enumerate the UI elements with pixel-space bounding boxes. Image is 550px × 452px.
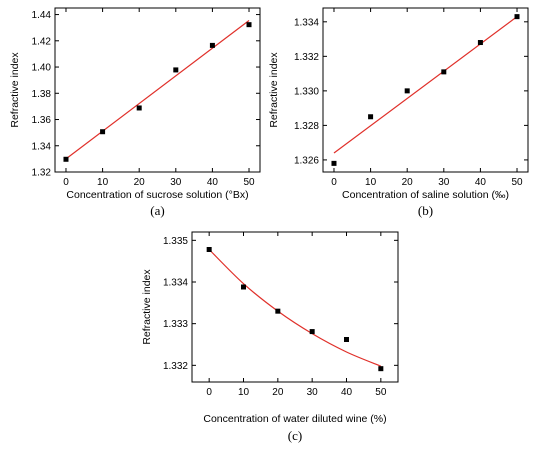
y-tick-label: 1.332 [294, 52, 319, 63]
data-point [344, 337, 349, 342]
y-tick-label: 1.36 [32, 115, 52, 126]
x-tick-label: 30 [170, 177, 182, 188]
y-tick-label: 1.335 [163, 236, 188, 247]
x-tick-label: 20 [134, 177, 146, 188]
panel-caption: (c) [288, 428, 302, 443]
y-tick-label: 1.328 [294, 121, 319, 132]
y-tick-label: 1.326 [294, 155, 319, 166]
x-tick-label: 0 [206, 387, 212, 398]
x-tick-label: 30 [307, 387, 319, 398]
x-axis-label: Concentration of sucrose solution (°Bx) [66, 189, 248, 201]
x-tick-label: 40 [207, 177, 219, 188]
data-point [206, 247, 212, 252]
data-point [136, 105, 142, 111]
fit-line [333, 16, 518, 154]
data-point [441, 69, 447, 75]
fit-line [208, 249, 382, 367]
x-axis-label: Concentration of saline solution (‰) [342, 189, 509, 201]
y-tick-label: 1.34 [32, 141, 52, 152]
x-tick-label: 50 [511, 177, 523, 188]
y-axis-label: Refractive index [268, 52, 280, 128]
x-tick-label: 20 [272, 387, 284, 398]
panel-caption: (b) [418, 203, 433, 218]
data-point [173, 67, 179, 73]
data-point [63, 156, 69, 162]
data-point [331, 160, 337, 166]
y-axis-label: Refractive index [9, 52, 21, 128]
x-axis-label: Concentration of water diluted wine (%) [203, 413, 386, 425]
x-tick-label: 0 [331, 177, 337, 188]
data-point [309, 329, 315, 335]
x-tick-label: 50 [375, 387, 387, 398]
data-point [100, 129, 106, 135]
panel-caption: (a) [150, 203, 164, 218]
y-tick-label: 1.332 [163, 361, 188, 372]
fit-line [65, 19, 250, 160]
chart-panel-3: 0 10 20 30 40 50 1.332 1.333 1.334 1.335 Concentra… [141, 231, 399, 443]
data-point [404, 88, 410, 94]
x-tick-label: 0 [63, 177, 69, 188]
y-tick-label: 1.42 [32, 36, 52, 47]
y-tick-label: 1.38 [32, 89, 52, 100]
y-tick-label: 1.44 [32, 10, 52, 21]
data-point [209, 42, 215, 48]
data-point [477, 40, 483, 46]
y-tick-label: 1.330 [294, 86, 319, 97]
x-tick-label: 30 [438, 177, 450, 188]
data-point [246, 22, 252, 28]
plot-frame [54, 7, 261, 173]
chart-panel-2: 0 10 20 30 40 50 1.326 1.328 1.330 1.332 1.334 Conc… [268, 7, 529, 218]
x-tick-label: 40 [475, 177, 487, 188]
data-point [241, 284, 246, 290]
y-tick-label: 1.32 [32, 168, 52, 179]
plot-frame [322, 7, 529, 173]
x-tick-label: 20 [402, 177, 414, 188]
x-tick-label: 50 [243, 177, 255, 188]
data-point [378, 366, 384, 372]
y-tick-label: 1.333 [163, 319, 188, 330]
data-point [368, 114, 374, 120]
x-tick-label: 10 [238, 387, 250, 398]
y-tick-label: 1.334 [163, 278, 188, 289]
chart-panel-1: 0 10 20 30 40 50 1.32 1.34 1.36 1.38 1.40 1.42 1.44 C… [9, 7, 261, 218]
data-point [514, 14, 520, 20]
x-tick-label: 10 [97, 177, 109, 188]
y-tick-label: 1.40 [32, 63, 52, 74]
x-tick-label: 40 [341, 387, 353, 398]
y-tick-label: 1.334 [294, 17, 319, 28]
x-tick-label: 10 [365, 177, 377, 188]
data-point [275, 308, 281, 314]
y-axis-label: Refractive index [141, 269, 153, 345]
plot-frame [191, 231, 399, 383]
